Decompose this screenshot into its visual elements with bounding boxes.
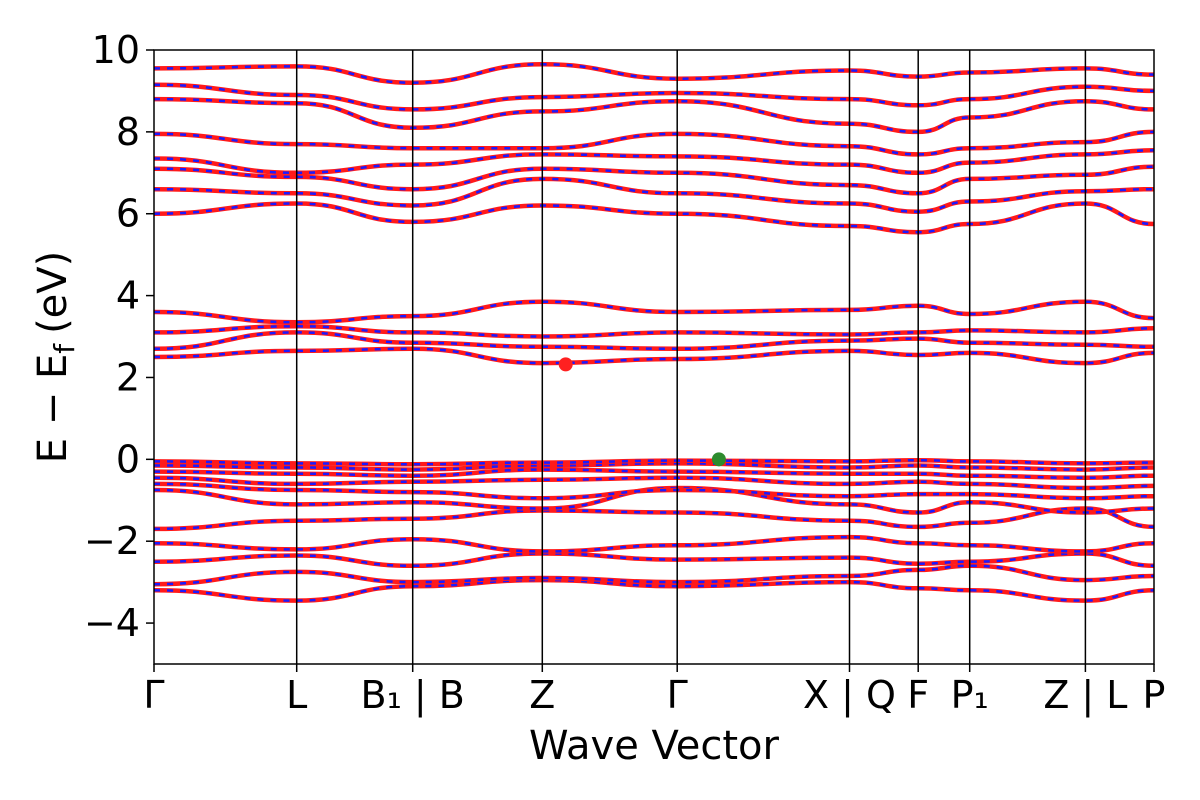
band-line-dashed-7 [154,482,1154,500]
high-symmetry-lines [295,50,1087,664]
band-line-22 [154,82,1154,112]
y-axis: −4 −2 0 2 4 6 8 10 [84,28,154,645]
band-line-dashed-12 [154,347,1154,365]
x-tick-label: Γ [667,673,688,717]
band-edge-markers [558,357,726,467]
band-line-20 [154,129,1154,157]
band-edge-marker-2 [711,452,726,467]
band-edge-marker-1 [558,357,573,372]
y-tick-label: 10 [92,28,140,72]
band-line-dashed-13 [154,331,1154,351]
band-line-16 [154,201,1154,235]
band-line-dashed-20 [154,130,1154,156]
band-line-dashed-15 [154,300,1154,324]
band-line-15 [154,299,1154,325]
y-tick-label: 0 [116,437,140,481]
band-line-dashed-16 [154,202,1154,234]
x-tick-label: Z [529,673,555,717]
x-tick-label: B₁ | B [361,673,465,718]
x-tick-label: F [907,673,929,717]
x-axis-title: Wave Vector [529,723,780,769]
y-axis-title-main: E − E [30,354,76,464]
band-line-dashed-9 [154,468,1154,480]
plot-area [154,62,1154,603]
band-line-dashed-2 [154,564,1154,586]
band-line-23 [154,62,1154,85]
y-tick-label: 2 [116,355,140,399]
band-line-dashed-19 [154,149,1154,175]
band-line-17 [154,176,1154,214]
band-line-dashed-22 [154,83,1154,111]
band-line-dashed-14 [154,325,1154,338]
band-line-3 [154,551,1154,569]
band-line-dashed-3 [154,552,1154,568]
x-tick-label: P₁ [951,673,989,717]
band-line-dashed-5 [154,507,1154,531]
y-axis-title-subscript: f [48,343,81,354]
y-tick-label: 6 [116,192,140,236]
band-line-dashed-23 [154,63,1154,84]
band-line-dashed-1 [154,578,1154,602]
band-line-8 [154,475,1154,491]
y-axis-title: E − Ef (eV) [30,251,81,464]
band-line-21 [154,96,1154,135]
band-line-19 [154,148,1154,176]
band-line-dashed-18 [154,165,1154,195]
band-line-dashed-10 [154,462,1154,471]
x-tick-label: Z | L [1043,673,1127,718]
band-line-5 [154,506,1154,532]
x-tick-label: Γ [143,673,164,717]
x-tick-label: L [286,673,307,717]
y-tick-label: 4 [116,274,140,318]
band-line-dashed-11 [154,458,1154,466]
band-line-2 [154,563,1154,587]
band-line-12 [154,346,1154,366]
y-axis-title-unit: (eV) [30,251,76,334]
band-line-dashed-4 [154,535,1154,553]
x-axis: Γ L B₁ | B Z Γ X | Q F P₁ Z | L P [143,664,1165,718]
y-tick-label: −2 [84,519,140,563]
band-line-dashed-8 [154,476,1154,490]
x-tick-label: P [1143,673,1166,717]
y-tick-label: −4 [84,601,140,645]
band-line-4 [154,534,1154,554]
axes-frame [153,49,1155,665]
y-tick-label: 8 [116,110,140,154]
x-tick-label: X | Q [803,673,896,718]
band-line-dashed-17 [154,177,1154,213]
